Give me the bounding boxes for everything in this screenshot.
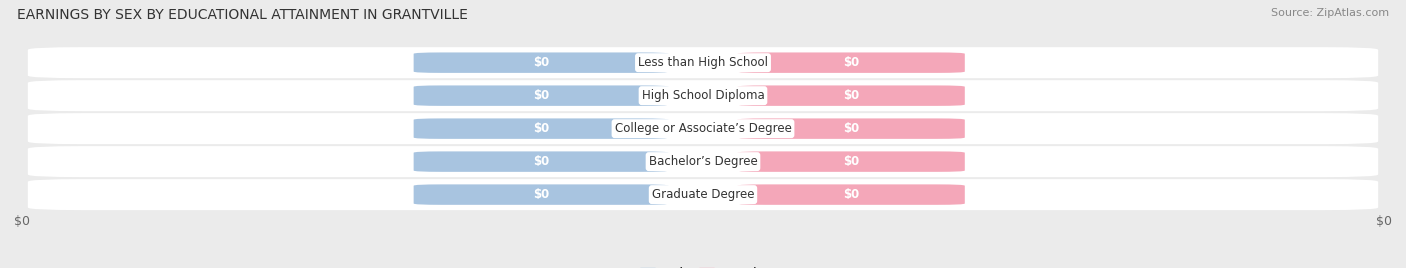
FancyBboxPatch shape [28,179,1378,210]
Text: Bachelor’s Degree: Bachelor’s Degree [648,155,758,168]
FancyBboxPatch shape [413,85,669,106]
FancyBboxPatch shape [28,47,1378,78]
FancyBboxPatch shape [28,80,1378,111]
FancyBboxPatch shape [738,151,965,172]
FancyBboxPatch shape [413,118,669,139]
Text: $0: $0 [533,122,550,135]
FancyBboxPatch shape [413,184,669,205]
Text: $0: $0 [1376,215,1392,228]
Text: $0: $0 [533,56,550,69]
Text: Graduate Degree: Graduate Degree [652,188,754,201]
Text: $0: $0 [844,155,859,168]
FancyBboxPatch shape [738,53,965,73]
FancyBboxPatch shape [738,118,965,139]
Text: $0: $0 [533,155,550,168]
Text: High School Diploma: High School Diploma [641,89,765,102]
Text: Source: ZipAtlas.com: Source: ZipAtlas.com [1271,8,1389,18]
Text: $0: $0 [844,89,859,102]
Text: EARNINGS BY SEX BY EDUCATIONAL ATTAINMENT IN GRANTVILLE: EARNINGS BY SEX BY EDUCATIONAL ATTAINMEN… [17,8,468,22]
Text: $0: $0 [533,89,550,102]
Text: Less than High School: Less than High School [638,56,768,69]
FancyBboxPatch shape [413,151,669,172]
FancyBboxPatch shape [738,184,965,205]
FancyBboxPatch shape [738,85,965,106]
Text: $0: $0 [844,122,859,135]
Text: College or Associate’s Degree: College or Associate’s Degree [614,122,792,135]
Text: $0: $0 [533,188,550,201]
Text: $0: $0 [844,56,859,69]
FancyBboxPatch shape [28,146,1378,177]
Text: $0: $0 [14,215,30,228]
Legend: Male, Female: Male, Female [636,262,770,268]
FancyBboxPatch shape [413,53,669,73]
FancyBboxPatch shape [28,113,1378,144]
Text: $0: $0 [844,188,859,201]
